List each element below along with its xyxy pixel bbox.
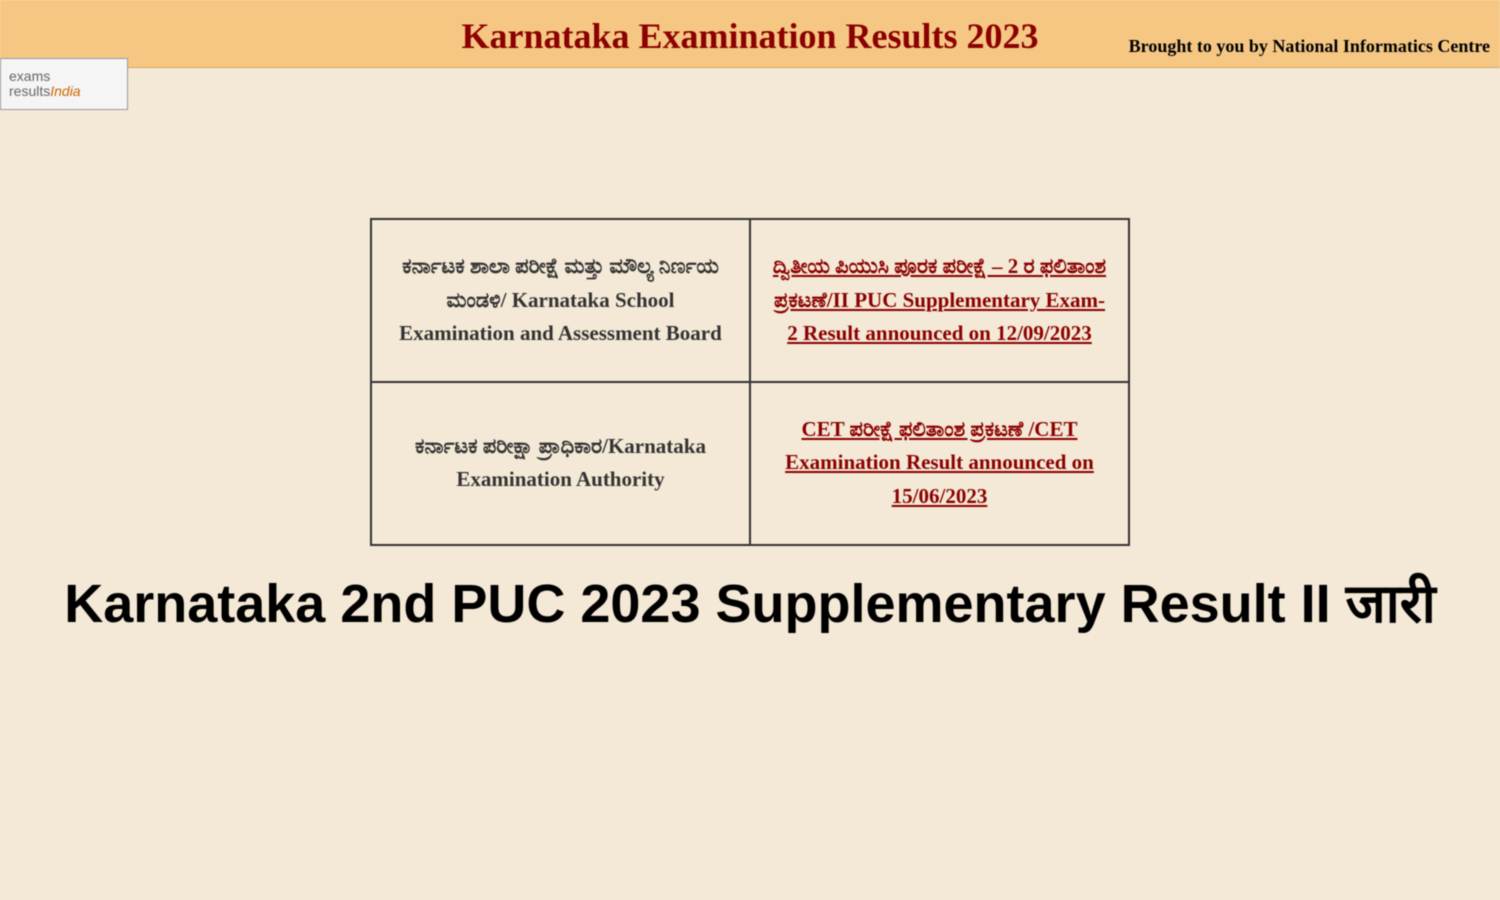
header-banner: Karnataka Examination Results 2023 Broug…	[0, 0, 1500, 68]
logo-prefix: results	[9, 83, 50, 99]
result-link[interactable]: CET ಪರೀಕ್ಷೆ ಫಲಿತಾಂಶ ಪ್ರಕಟಣೆ /CET Examina…	[785, 417, 1094, 508]
table-row: ಕರ್ನಾಟಕ ಪರೀಕ್ಷಾ ಪ್ರಾಧಿಕಾರ/Karnataka Exam…	[371, 382, 1129, 545]
table-row: ಕರ್ನಾಟಕ ಶಾಲಾ ಪರೀಕ್ಷೆ ಮತ್ತು ಮೌಲ್ಯ ನಿರ್ಣಯ …	[371, 219, 1129, 382]
result-link-cell: ದ್ವಿತೀಯ ಪಿಯುಸಿ ಪೂರಕ ಪರೀಕ್ಷೆ – 2 ರ ಫಲಿತಾಂ…	[750, 219, 1129, 382]
results-table: ಕರ್ನಾಟಕ ಶಾಲಾ ಪರೀಕ್ಷೆ ಮತ್ತು ಮೌಲ್ಯ ನಿರ್ಣಯ …	[370, 218, 1130, 546]
logo-line1: exams	[9, 69, 127, 83]
content-area: ಕರ್ನಾಟಕ ಶಾಲಾ ಪರೀಕ್ಷೆ ಮತ್ತು ಮೌಲ್ಯ ನಿರ್ಣಯ …	[0, 68, 1500, 638]
logo-line2: resultsIndia	[9, 83, 127, 100]
board-name-cell: ಕರ್ನಾಟಕ ಪರೀಕ್ಷಾ ಪ್ರಾಧಿಕಾರ/Karnataka Exam…	[371, 382, 750, 545]
site-logo[interactable]: exams resultsIndia	[0, 58, 128, 110]
result-link-cell: CET ಪರೀಕ್ಷೆ ಫಲಿತಾಂಶ ಪ್ರಕಟಣೆ /CET Examina…	[750, 382, 1129, 545]
result-link[interactable]: ದ್ವಿತೀಯ ಪಿಯುಸಿ ಪೂರಕ ಪರೀಕ್ಷೆ – 2 ರ ಫಲಿತಾಂ…	[773, 254, 1106, 345]
header-tagline: Brought to you by National Informatics C…	[1129, 36, 1490, 57]
logo-suffix: India	[50, 83, 80, 99]
bottom-heading: Karnataka 2nd PUC 2023 Supplementary Res…	[64, 571, 1436, 639]
board-name-cell: ಕರ್ನಾಟಕ ಶಾಲಾ ಪರೀಕ್ಷೆ ಮತ್ತು ಮೌಲ್ಯ ನಿರ್ಣಯ …	[371, 219, 750, 382]
